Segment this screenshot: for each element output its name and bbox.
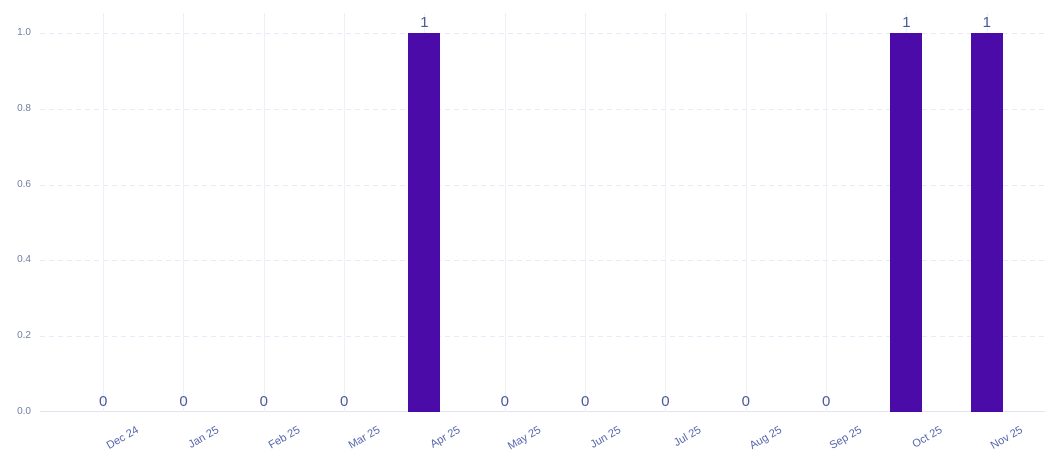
category-column: 0 May 25 (465, 13, 545, 452)
value-label: 0 (661, 393, 670, 410)
vertical-gridline (504, 13, 506, 412)
y-tick-label: 0.2 (17, 330, 31, 342)
value-label: 0 (259, 393, 268, 410)
vertical-gridline (263, 13, 265, 412)
vertical-gridline (344, 13, 346, 412)
category-column: 0 Aug 25 (706, 13, 786, 452)
value-label: 1 (902, 14, 911, 31)
y-tick-label: 0.6 (17, 178, 31, 190)
x-tick-label: Dec 24 (104, 424, 142, 452)
vertical-gridline (665, 13, 667, 412)
value-label: 1 (420, 14, 429, 31)
y-tick-label: 1.0 (17, 27, 31, 38)
bar[interactable] (890, 33, 923, 412)
category-column: 1 Nov 25 (947, 13, 1027, 452)
value-label: 0 (821, 393, 831, 410)
x-tick-label: May 25 (505, 424, 543, 453)
vertical-gridline (745, 13, 747, 412)
bar[interactable] (970, 33, 1003, 412)
value-label: 1 (982, 14, 991, 31)
category-column: 0 Dec 24 (63, 13, 143, 452)
vertical-gridline (103, 13, 105, 412)
plot-area: 0 Dec 24 0 Jan 25 0 Feb 25 0 Mar 25 1 Apr 25 0 May … (40, 13, 1045, 452)
x-tick-label: Sep 25 (827, 424, 865, 452)
x-tick-label: Feb 25 (266, 424, 302, 452)
x-axis-line (40, 411, 1045, 412)
y-tick-label: 0.0 (17, 406, 31, 417)
y-tick-label: 0.4 (17, 254, 31, 266)
vertical-gridline (826, 13, 828, 412)
category-column: 0 Mar 25 (304, 13, 384, 452)
x-tick-label: Apr 25 (428, 424, 463, 451)
vertical-gridline (585, 13, 587, 412)
value-label: 0 (339, 393, 349, 410)
category-column: 0 Feb 25 (224, 13, 304, 452)
bar[interactable] (408, 33, 441, 412)
category-column: 1 Oct 25 (866, 13, 946, 451)
category-column: 0 Sep 25 (786, 13, 866, 452)
x-tick-label: Nov 25 (988, 424, 1025, 452)
category-column: 0 Jul 25 (625, 13, 705, 449)
vertical-gridline (183, 13, 185, 412)
category-columns: 0 Dec 24 0 Jan 25 0 Feb 25 0 Mar 25 1 Apr 25 0 May … (63, 13, 1027, 452)
x-tick-label: Mar 25 (346, 424, 383, 452)
x-tick-label: Jun 25 (588, 424, 624, 451)
x-tick-label: Jan 25 (186, 424, 222, 451)
category-column: 1 Apr 25 (384, 13, 464, 451)
category-column: 0 Jan 25 (143, 13, 223, 451)
x-tick-label: Jul 25 (672, 424, 704, 450)
x-tick-label: Aug 25 (747, 424, 784, 452)
value-label: 0 (98, 393, 108, 410)
value-label: 0 (580, 393, 590, 410)
category-column: 0 Jun 25 (545, 13, 625, 451)
value-label: 0 (179, 393, 188, 410)
value-label: 0 (500, 393, 509, 410)
value-label: 0 (741, 393, 750, 410)
x-tick-label: Oct 25 (910, 424, 945, 451)
y-tick-label: 0.8 (17, 102, 31, 114)
